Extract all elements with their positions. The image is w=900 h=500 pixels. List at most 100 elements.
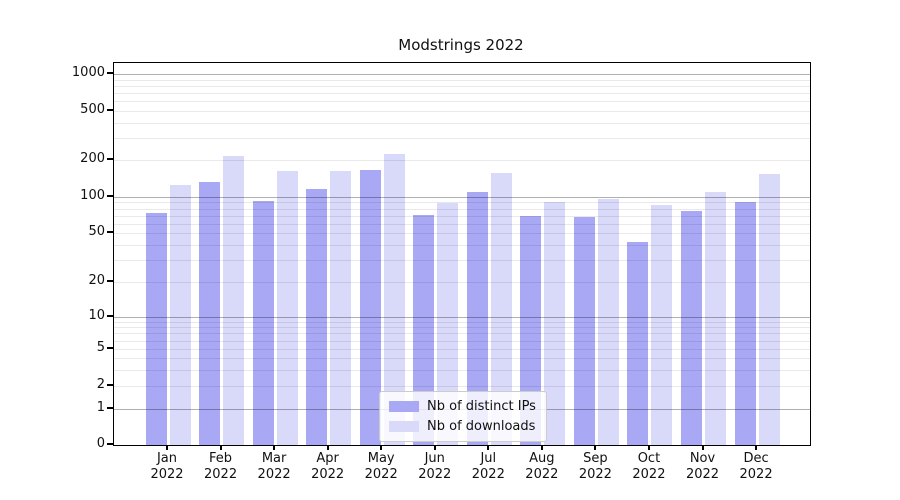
bar-downloads-jan [169, 185, 191, 445]
legend-label-distinct-ips: Nb of distinct IPs [427, 399, 536, 414]
gridline-minor-3 [114, 369, 810, 371]
gridline-minor-90 [114, 202, 810, 204]
y-tick-label-0: 0 [96, 436, 105, 451]
x-tick-mark-aug [540, 445, 543, 450]
x-tick-mark-dec [755, 445, 758, 450]
y-tick-label-20: 20 [88, 273, 105, 288]
gridline-minor-70 [114, 215, 810, 217]
gridline-minor-200 [114, 160, 810, 161]
gridline-major-1000 [114, 74, 810, 75]
x-tick-mark-jan [166, 445, 168, 450]
bar-downloads-oct [651, 204, 673, 445]
x-tick-mark-nov [701, 445, 704, 450]
y-tick-mark-2 [107, 384, 113, 386]
bar-distinct-ips-sep [573, 217, 595, 445]
gridline-minor-8 [114, 327, 810, 329]
gridline-minor-20 [114, 282, 810, 283]
gridline-minor-6 [114, 340, 810, 342]
y-tick-label-1000: 1000 [71, 65, 105, 80]
bar-distinct-ips-jun [413, 214, 435, 445]
bar-distinct-ips-jul [466, 191, 488, 445]
y-tick-label-5: 5 [96, 340, 105, 355]
gridline-minor-400 [114, 122, 810, 124]
x-tick-label-nov: Nov 2022 [685, 451, 720, 482]
plot-area: Nb of distinct IPs Nb of downloads [113, 62, 811, 446]
x-tick-label-jan: Jan 2022 [150, 451, 184, 482]
gridline-minor-50 [114, 233, 810, 234]
x-tick-label-sep: Sep 2022 [578, 451, 612, 482]
bar-distinct-ips-feb [199, 181, 221, 445]
x-tick-label-dec: Dec 2022 [739, 451, 773, 482]
gridline-minor-30 [114, 260, 810, 262]
x-tick-mark-feb [219, 445, 222, 450]
y-tick-label-1: 1 [96, 400, 105, 415]
bar-distinct-ips-dec [734, 201, 756, 445]
gridline-minor-4 [114, 358, 810, 359]
y-tick-mark-50 [107, 231, 113, 233]
x-tick-label-mar: Mar 2022 [257, 451, 291, 482]
y-tick-mark-0 [107, 443, 113, 445]
y-tick-mark-100 [107, 195, 113, 197]
bar-downloads-nov [705, 191, 726, 445]
gridline-minor-300 [114, 138, 810, 140]
gridline-minor-60 [114, 223, 810, 225]
y-tick-mark-200 [107, 158, 113, 160]
y-tick-mark-5 [107, 347, 113, 349]
x-tick-label-oct: Oct 2022 [632, 451, 666, 482]
x-tick-mark-sep [594, 445, 597, 450]
gridline-minor-600 [114, 101, 810, 103]
x-tick-mark-mar [273, 445, 276, 450]
legend-swatch-distinct-ips [389, 401, 419, 412]
bar-downloads-jun [437, 203, 459, 445]
x-tick-label-jun: Jun 2022 [418, 451, 452, 482]
bar-distinct-ips-oct [627, 242, 649, 445]
bar-distinct-ips-nov [681, 211, 702, 445]
gridline-minor-40 [114, 244, 810, 246]
bar-downloads-mar [276, 170, 298, 445]
y-tick-label-100: 100 [80, 188, 105, 203]
gridline-minor-5 [114, 349, 810, 350]
bar-distinct-ips-apr [306, 189, 328, 445]
chart-title: Modstrings 2022 [398, 36, 524, 54]
gridline-minor-7 [114, 333, 810, 335]
bar-distinct-ips-aug [520, 215, 542, 445]
legend-swatch-downloads [389, 421, 419, 432]
bar-distinct-ips-jan [145, 212, 167, 445]
bar-distinct-ips-mar [252, 200, 274, 445]
gridline-minor-800 [114, 85, 810, 87]
gridline-minor-700 [114, 93, 810, 95]
bar-downloads-aug [544, 201, 566, 445]
y-tick-label-500: 500 [80, 102, 105, 117]
legend-label-downloads: Nb of downloads [427, 419, 536, 434]
x-tick-label-feb: Feb 2022 [204, 451, 238, 482]
x-tick-label-jul: Jul 2022 [471, 451, 505, 482]
legend-entry-downloads: Nb of downloads [389, 419, 536, 434]
gridline-major-100 [114, 197, 810, 198]
gridline-minor-500 [114, 111, 810, 112]
y-tick-mark-1 [107, 407, 113, 409]
y-tick-label-50: 50 [88, 224, 105, 239]
y-tick-mark-1000 [107, 72, 113, 74]
bar-downloads-may [383, 154, 405, 445]
gridline-major-10 [114, 317, 810, 318]
legend-entry-distinct-ips: Nb of distinct IPs [389, 399, 536, 414]
bar-downloads-jul [490, 173, 512, 445]
bar-downloads-sep [597, 198, 619, 445]
x-tick-label-apr: Apr 2022 [311, 451, 345, 482]
y-tick-label-10: 10 [88, 308, 105, 323]
y-tick-mark-10 [107, 315, 113, 317]
gridline-minor-9 [114, 321, 810, 323]
x-tick-mark-apr [326, 445, 329, 450]
x-tick-label-may: May 2022 [364, 451, 398, 482]
bar-distinct-ips-may [359, 169, 381, 445]
x-tick-mark-oct [647, 445, 650, 450]
y-tick-label-2: 2 [96, 377, 105, 392]
y-tick-label-200: 200 [80, 151, 105, 166]
x-tick-mark-jun [433, 445, 436, 450]
x-tick-mark-jul [487, 445, 490, 450]
gridline-minor-2 [114, 386, 810, 387]
x-tick-mark-may [380, 445, 383, 450]
y-tick-mark-20 [107, 280, 113, 282]
bar-downloads-dec [758, 173, 780, 445]
